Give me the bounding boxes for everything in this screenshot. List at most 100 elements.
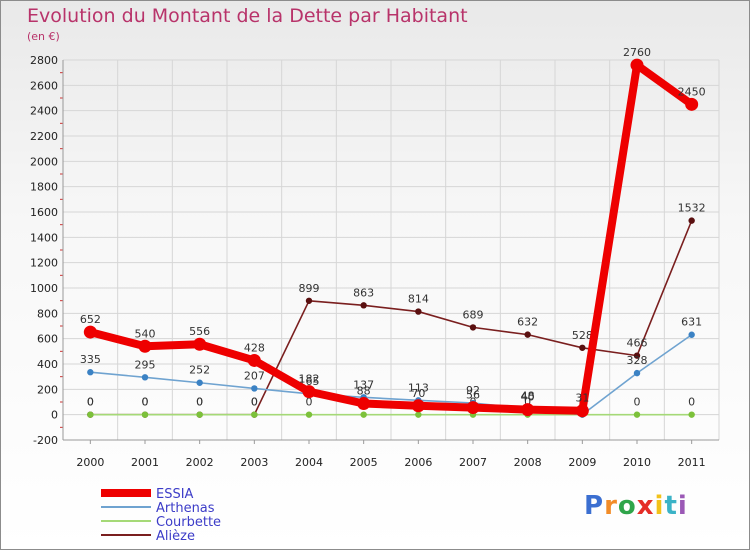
y-tick-label: 800 bbox=[37, 307, 58, 320]
data-point-courbette bbox=[688, 411, 695, 418]
data-label-courbette: 0 bbox=[524, 396, 531, 409]
data-point-courbette bbox=[87, 411, 94, 418]
x-tick-label: 2001 bbox=[131, 456, 159, 469]
y-tick-label: 2800 bbox=[30, 54, 58, 67]
data-label-alize: 466 bbox=[627, 337, 648, 350]
x-tick-label: 2007 bbox=[459, 456, 487, 469]
data-label-alize: 0 bbox=[196, 396, 203, 409]
data-label-arthenas: 207 bbox=[244, 369, 265, 382]
data-point-courbette bbox=[141, 411, 149, 418]
x-tick-label: 2010 bbox=[623, 456, 651, 469]
data-point-essia bbox=[83, 325, 97, 339]
y-tick-label: 1400 bbox=[30, 231, 58, 244]
data-label-essia: 2760 bbox=[623, 46, 651, 59]
chart-title: Evolution du Montant de la Dette par Hab… bbox=[27, 5, 468, 27]
data-point-essia bbox=[193, 337, 207, 351]
data-point-arthenas bbox=[251, 385, 258, 392]
data-point-essia bbox=[138, 339, 152, 353]
data-point-essia bbox=[466, 401, 480, 415]
data-label-arthenas: 113 bbox=[408, 381, 429, 394]
data-point-essia bbox=[575, 404, 589, 418]
data-point-alize bbox=[469, 324, 477, 331]
data-label-essia: 88 bbox=[357, 385, 371, 398]
data-point-alize bbox=[579, 344, 586, 351]
series-line-arthenas bbox=[89, 333, 693, 416]
y-tick-label: -200 bbox=[33, 434, 58, 447]
data-label-alize: 689 bbox=[463, 308, 484, 321]
data-label-arthenas: 137 bbox=[353, 378, 374, 391]
data-label-alize: 632 bbox=[517, 316, 538, 329]
x-tick-label: 2004 bbox=[295, 456, 323, 469]
data-label-essia: 31 bbox=[575, 392, 589, 405]
data-label-courbette: 0 bbox=[634, 396, 641, 409]
data-point-arthenas bbox=[141, 374, 149, 381]
data-point-essia bbox=[630, 58, 644, 72]
data-label-arthenas: 92 bbox=[466, 384, 480, 397]
x-tick-label: 2009 bbox=[568, 456, 596, 469]
y-tick-label: 2600 bbox=[30, 79, 58, 92]
data-point-arthenas bbox=[87, 369, 94, 376]
data-point-courbette bbox=[251, 411, 258, 418]
data-point-arthenas bbox=[688, 331, 695, 338]
x-tick-label: 2002 bbox=[186, 456, 214, 469]
data-label-essia: 40 bbox=[521, 391, 535, 404]
data-point-essia bbox=[357, 397, 371, 411]
y-tick-label: 400 bbox=[37, 358, 58, 371]
data-label-arthenas: 252 bbox=[189, 364, 210, 377]
data-label-essia: 428 bbox=[244, 341, 265, 354]
data-point-alize bbox=[524, 331, 531, 338]
data-label-alize: 0 bbox=[142, 396, 149, 409]
data-label-courbette: 0 bbox=[306, 396, 313, 409]
data-point-courbette bbox=[415, 411, 422, 418]
y-tick-label: 1200 bbox=[30, 257, 58, 270]
legend-label-arthenas: Arthenas bbox=[156, 501, 215, 516]
data-label-essia: 652 bbox=[80, 313, 101, 326]
data-point-alize bbox=[633, 352, 641, 359]
data-label-arthenas: 335 bbox=[80, 353, 101, 366]
data-label-alize: 863 bbox=[353, 286, 374, 299]
data-point-essia bbox=[411, 399, 425, 413]
data-label-essia: 56 bbox=[466, 389, 480, 402]
data-label-alize: 1532 bbox=[678, 202, 706, 215]
data-label-essia: 182 bbox=[299, 373, 320, 386]
x-tick-label: 2000 bbox=[76, 456, 104, 469]
y-tick-label: 2000 bbox=[30, 155, 58, 168]
y-tick-label: 200 bbox=[37, 383, 58, 396]
proxiti-logo: Proxiti bbox=[584, 491, 688, 521]
data-label-arthenas: 295 bbox=[135, 358, 156, 371]
data-point-essia bbox=[302, 385, 316, 399]
data-point-essia bbox=[247, 353, 261, 367]
y-tick-label: 2400 bbox=[30, 105, 58, 118]
data-point-essia bbox=[521, 403, 535, 417]
chart-subtitle: (en €) bbox=[27, 30, 60, 43]
y-tick-label: 2200 bbox=[30, 130, 58, 143]
data-point-arthenas bbox=[633, 369, 641, 377]
x-tick-label: 2011 bbox=[678, 456, 706, 469]
series-line-essia bbox=[86, 61, 696, 415]
data-point-courbette bbox=[633, 411, 641, 418]
legend-label-alize: Alièze bbox=[156, 529, 195, 544]
data-point-arthenas bbox=[196, 379, 203, 386]
data-point-alize bbox=[415, 308, 422, 315]
data-label-courbette: 0 bbox=[196, 396, 203, 409]
data-label-essia: 2450 bbox=[678, 85, 706, 98]
data-label-alize: 528 bbox=[572, 329, 593, 342]
data-label-essia: 540 bbox=[135, 327, 156, 340]
data-point-essia bbox=[685, 97, 699, 111]
legend-label-courbette: Courbette bbox=[156, 515, 221, 530]
data-point-alize bbox=[688, 217, 695, 224]
legend-label-essia: ESSIA bbox=[156, 487, 194, 502]
y-tick-label: 0 bbox=[51, 409, 58, 422]
y-tick-label: 1600 bbox=[30, 206, 58, 219]
data-point-alize bbox=[305, 297, 313, 304]
data-label-alize: 0 bbox=[251, 396, 258, 409]
data-label-courbette: 0 bbox=[142, 396, 149, 409]
x-tick-label: 2003 bbox=[240, 456, 268, 469]
data-label-essia: 556 bbox=[189, 325, 210, 338]
y-tick-label: 1800 bbox=[30, 181, 58, 194]
data-point-alize bbox=[360, 302, 367, 309]
data-label-arthenas: 631 bbox=[681, 316, 702, 329]
data-point-courbette bbox=[305, 411, 313, 418]
